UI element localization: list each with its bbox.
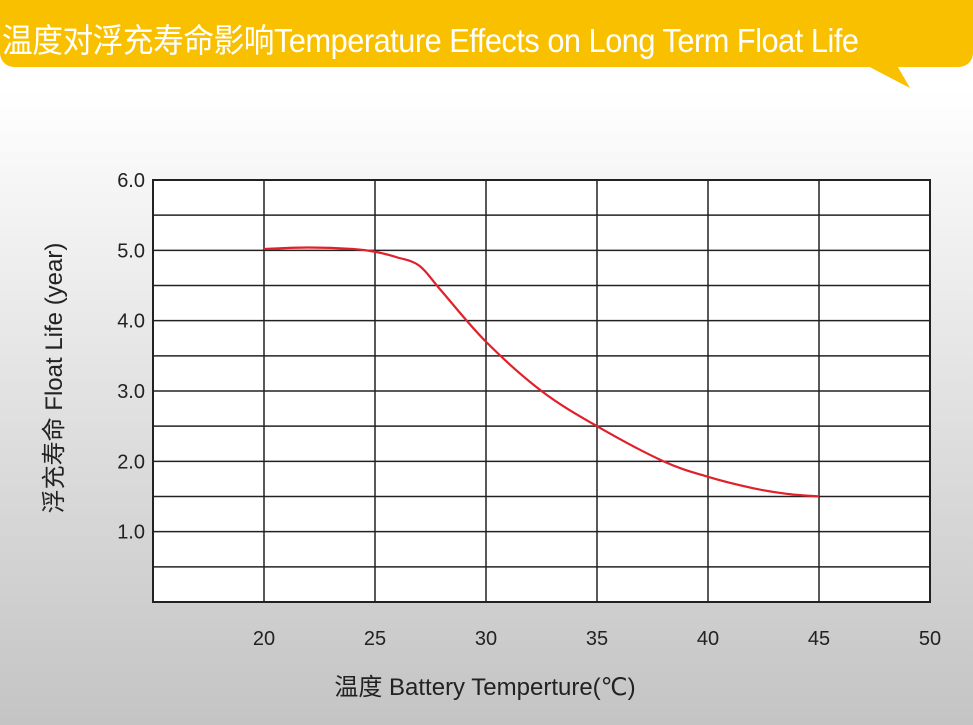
x-tick-label: 50 bbox=[919, 628, 941, 650]
x-tick-label: 20 bbox=[253, 628, 275, 650]
float-life-line bbox=[263, 246, 820, 498]
y-tick-label: 5.0 bbox=[117, 240, 145, 262]
y-tick-label: 6.0 bbox=[117, 170, 145, 192]
x-tick-label: 35 bbox=[586, 628, 608, 650]
y-tick-label: 3.0 bbox=[117, 381, 145, 403]
x-axis-label: 温度 Battery Temperture(℃) bbox=[334, 674, 635, 701]
y-tick-label: 4.0 bbox=[117, 311, 145, 333]
banner-tail bbox=[860, 62, 910, 88]
x-tick-label: 30 bbox=[475, 628, 497, 650]
title-banner: 温度对浮充寿命影响Temperature Effects on Long Ter… bbox=[0, 0, 973, 67]
x-tick-label: 40 bbox=[697, 628, 719, 650]
chart-title: 温度对浮充寿命影响Temperature Effects on Long Ter… bbox=[2, 22, 859, 59]
y-axis-label: 浮充寿命 Float Life (year) bbox=[41, 243, 68, 514]
y-tick-label: 2.0 bbox=[117, 451, 145, 473]
x-tick-label: 45 bbox=[808, 628, 830, 650]
y-tick-label: 1.0 bbox=[117, 522, 145, 544]
x-tick-label: 25 bbox=[364, 628, 386, 650]
grid bbox=[152, 179, 931, 603]
ticks: 20 25 30 35 40 45 50 1.0 2.0 3.0 4.0 5.0 6.0 bbox=[117, 170, 941, 650]
